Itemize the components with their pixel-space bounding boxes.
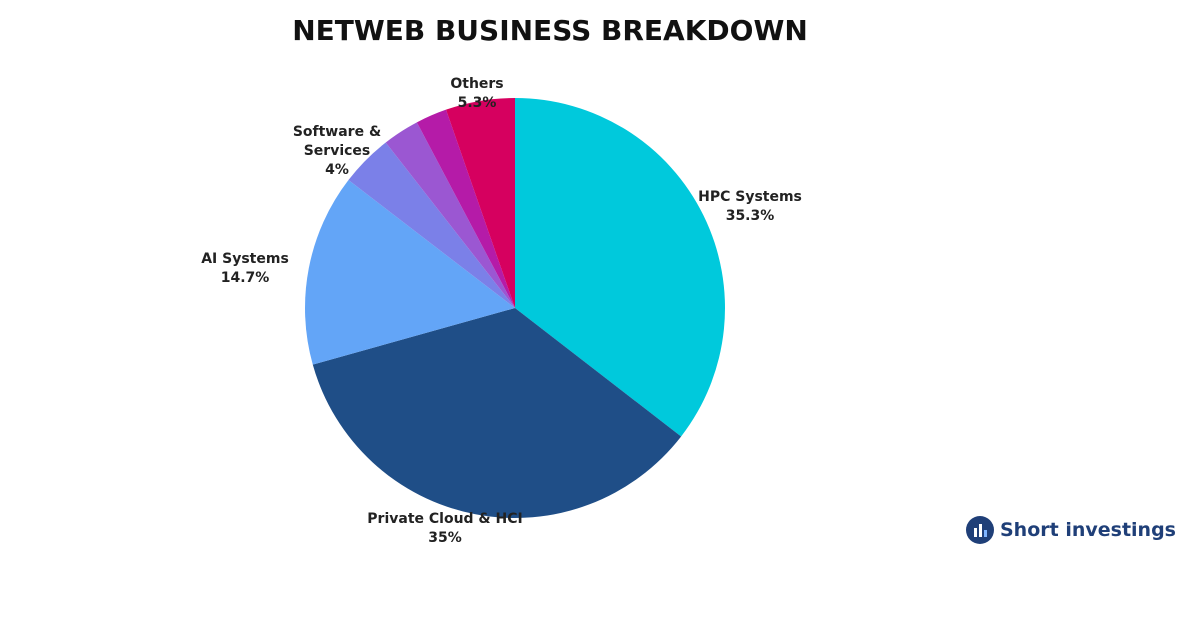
slice-name: Software & Services — [292, 124, 382, 159]
pie-slice — [305, 180, 515, 365]
brand-icon — [966, 516, 994, 544]
pie-slice — [515, 98, 726, 437]
slice-label: Others 5.3% — [450, 75, 503, 113]
pie-slice — [312, 308, 682, 518]
slice-name: Private Cloud & HCI — [367, 511, 523, 527]
pie-slice — [416, 109, 515, 308]
pie-slice — [385, 122, 515, 309]
slice-value: 35% — [428, 530, 462, 546]
chart-title: NETWEB BUSINESS BREAKDOWN — [292, 14, 808, 47]
slice-name: AI Systems — [201, 251, 289, 267]
pie-slice — [446, 98, 515, 308]
slice-label: Software & Services 4% — [287, 123, 387, 180]
slice-value: 35.3% — [725, 208, 775, 224]
slice-name: HPC Systems — [698, 189, 802, 205]
slice-value: 4% — [325, 162, 349, 178]
slice-label: HPC Systems 35.3% — [698, 188, 802, 226]
brand: Short investings — [966, 516, 1176, 544]
slice-label: Private Cloud & HCI 35% — [367, 510, 522, 548]
slice-label: AI Systems 14.7% — [201, 250, 289, 288]
slice-value: 14.7% — [220, 270, 270, 286]
slice-value: 5.3% — [457, 95, 497, 111]
pie-slice — [348, 142, 515, 308]
slice-name: Others — [450, 76, 504, 92]
brand-name: Short investings — [1000, 519, 1176, 541]
